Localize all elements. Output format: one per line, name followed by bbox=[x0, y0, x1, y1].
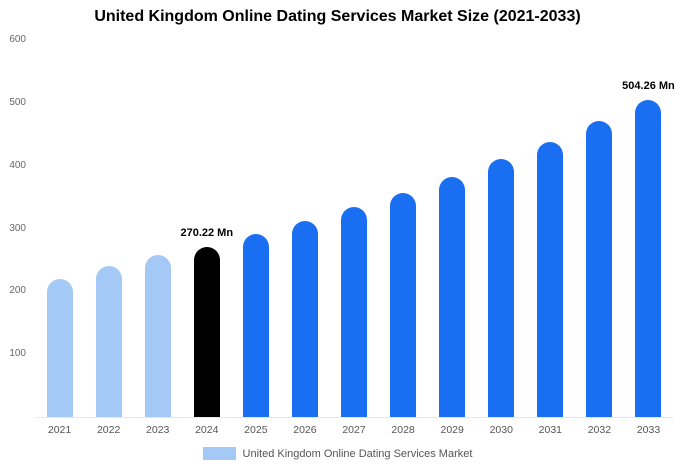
y-tick-label: 100 bbox=[9, 348, 26, 360]
y-tick-label: 500 bbox=[9, 96, 26, 108]
x-tick-label-2022: 2022 bbox=[96, 424, 121, 436]
legend-swatch bbox=[202, 447, 236, 460]
y-tick-label: 300 bbox=[9, 222, 26, 234]
x-tick-label-2021: 2021 bbox=[47, 424, 72, 436]
bar-2024[interactable] bbox=[193, 247, 220, 417]
bar-value-label-2033: 504.26 Mn bbox=[622, 80, 675, 93]
bar-2030[interactable] bbox=[488, 159, 515, 417]
bar-column-2023 bbox=[133, 40, 182, 417]
x-tick-label-2027: 2027 bbox=[342, 424, 366, 436]
bar-2023[interactable] bbox=[144, 254, 171, 417]
bar-2027[interactable] bbox=[341, 207, 367, 417]
bar-2033[interactable] bbox=[635, 100, 662, 417]
y-tick-label: 400 bbox=[9, 159, 26, 171]
x-tick-label-2024: 2024 bbox=[195, 424, 219, 436]
x-tick-label-2026: 2026 bbox=[293, 424, 317, 436]
bar-2028[interactable] bbox=[390, 192, 417, 417]
bar-2029[interactable] bbox=[439, 176, 466, 417]
x-tick-label-2033: 2033 bbox=[636, 424, 661, 436]
bar-column-2028 bbox=[379, 40, 428, 417]
bar-column-2022 bbox=[84, 40, 133, 417]
bar-column-2025 bbox=[231, 40, 280, 417]
legend-label: United Kingdom Online Dating Services Ma… bbox=[242, 447, 473, 460]
x-tick-label-2028: 2028 bbox=[391, 424, 415, 436]
bar-2021[interactable] bbox=[46, 279, 73, 417]
x-tick-label-2023: 2023 bbox=[146, 424, 170, 436]
x-tick-label-2031: 2031 bbox=[538, 424, 562, 436]
y-tick-label: 600 bbox=[9, 34, 26, 45]
plot-area: 270.22 Mn 504.26 Mn bbox=[35, 40, 675, 418]
bar-column-2029 bbox=[428, 40, 477, 417]
bar-column-2024: 270.22 Mn bbox=[180, 40, 234, 417]
bar-column-2033: 504.26 Mn bbox=[622, 40, 675, 417]
bar-2025[interactable] bbox=[242, 234, 269, 417]
x-tick-label-2032: 2032 bbox=[587, 424, 612, 436]
bar-2031[interactable] bbox=[537, 141, 564, 417]
bar-column-2027 bbox=[329, 40, 378, 417]
bar-2026[interactable] bbox=[291, 220, 318, 417]
x-axis: 2021 2022 2023 2024 2025 2026 2027 2028 2029 2030… bbox=[35, 424, 673, 436]
x-tick-label-2030: 2030 bbox=[489, 424, 513, 436]
bar-value-label-2024: 270.22 Mn bbox=[180, 227, 234, 240]
bar-column-2026 bbox=[280, 40, 329, 417]
bar-column-2031 bbox=[526, 40, 575, 417]
y-axis: 100 200 300 400 500 600 bbox=[0, 34, 28, 417]
chart-title: United Kingdom Online Dating Services Ma… bbox=[94, 8, 581, 25]
x-tick-label-2029: 2029 bbox=[440, 424, 464, 436]
bar-2022[interactable] bbox=[95, 266, 122, 417]
legend-item[interactable]: United Kingdom Online Dating Services Ma… bbox=[0, 447, 675, 460]
y-tick-label: 200 bbox=[9, 285, 26, 297]
bar-2032[interactable] bbox=[586, 121, 613, 417]
bar-column-2030 bbox=[477, 40, 526, 417]
bar-column-2032 bbox=[575, 40, 624, 417]
x-tick-label-2025: 2025 bbox=[244, 424, 268, 436]
bar-column-2021 bbox=[35, 40, 84, 417]
